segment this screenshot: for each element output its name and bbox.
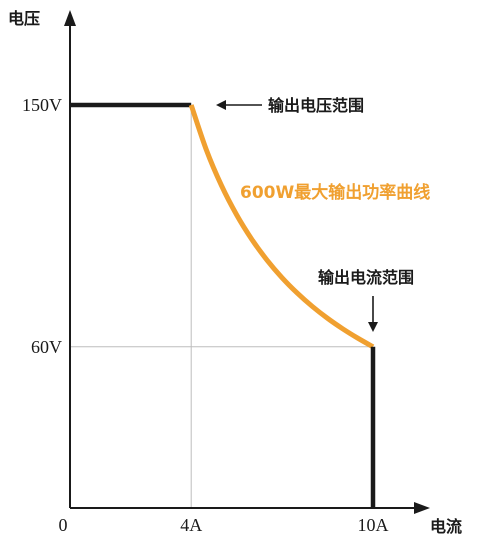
gridlines [70, 105, 373, 508]
tick-labels: 0 4A 10A 150V 60V [22, 95, 389, 535]
series-layer [70, 102, 376, 508]
x-axis-title: 电流 [430, 517, 462, 536]
power-curve-label: 600W最大输出功率曲线 [240, 182, 430, 203]
current-range-arrow-head [368, 322, 378, 332]
y-tick-label: 150V [22, 95, 62, 115]
voltage-range-arrow-head [216, 100, 226, 110]
x-tick-label: 0 [59, 515, 68, 535]
series-line-1 [188, 104, 375, 349]
current-range-label: 输出电流范围 [318, 268, 414, 287]
annotations: 输出电压范围 600W最大输出功率曲线 输出电流范围 [216, 96, 430, 332]
y-tick-label: 60V [31, 337, 62, 357]
x-tick-label: 4A [180, 515, 202, 535]
y-axis-arrow [64, 10, 76, 26]
voltage-range-label: 输出电压范围 [268, 96, 364, 115]
y-axis-title: 电压 [8, 9, 40, 28]
x-axis-arrow [414, 502, 430, 514]
x-tick-label: 10A [358, 515, 389, 535]
